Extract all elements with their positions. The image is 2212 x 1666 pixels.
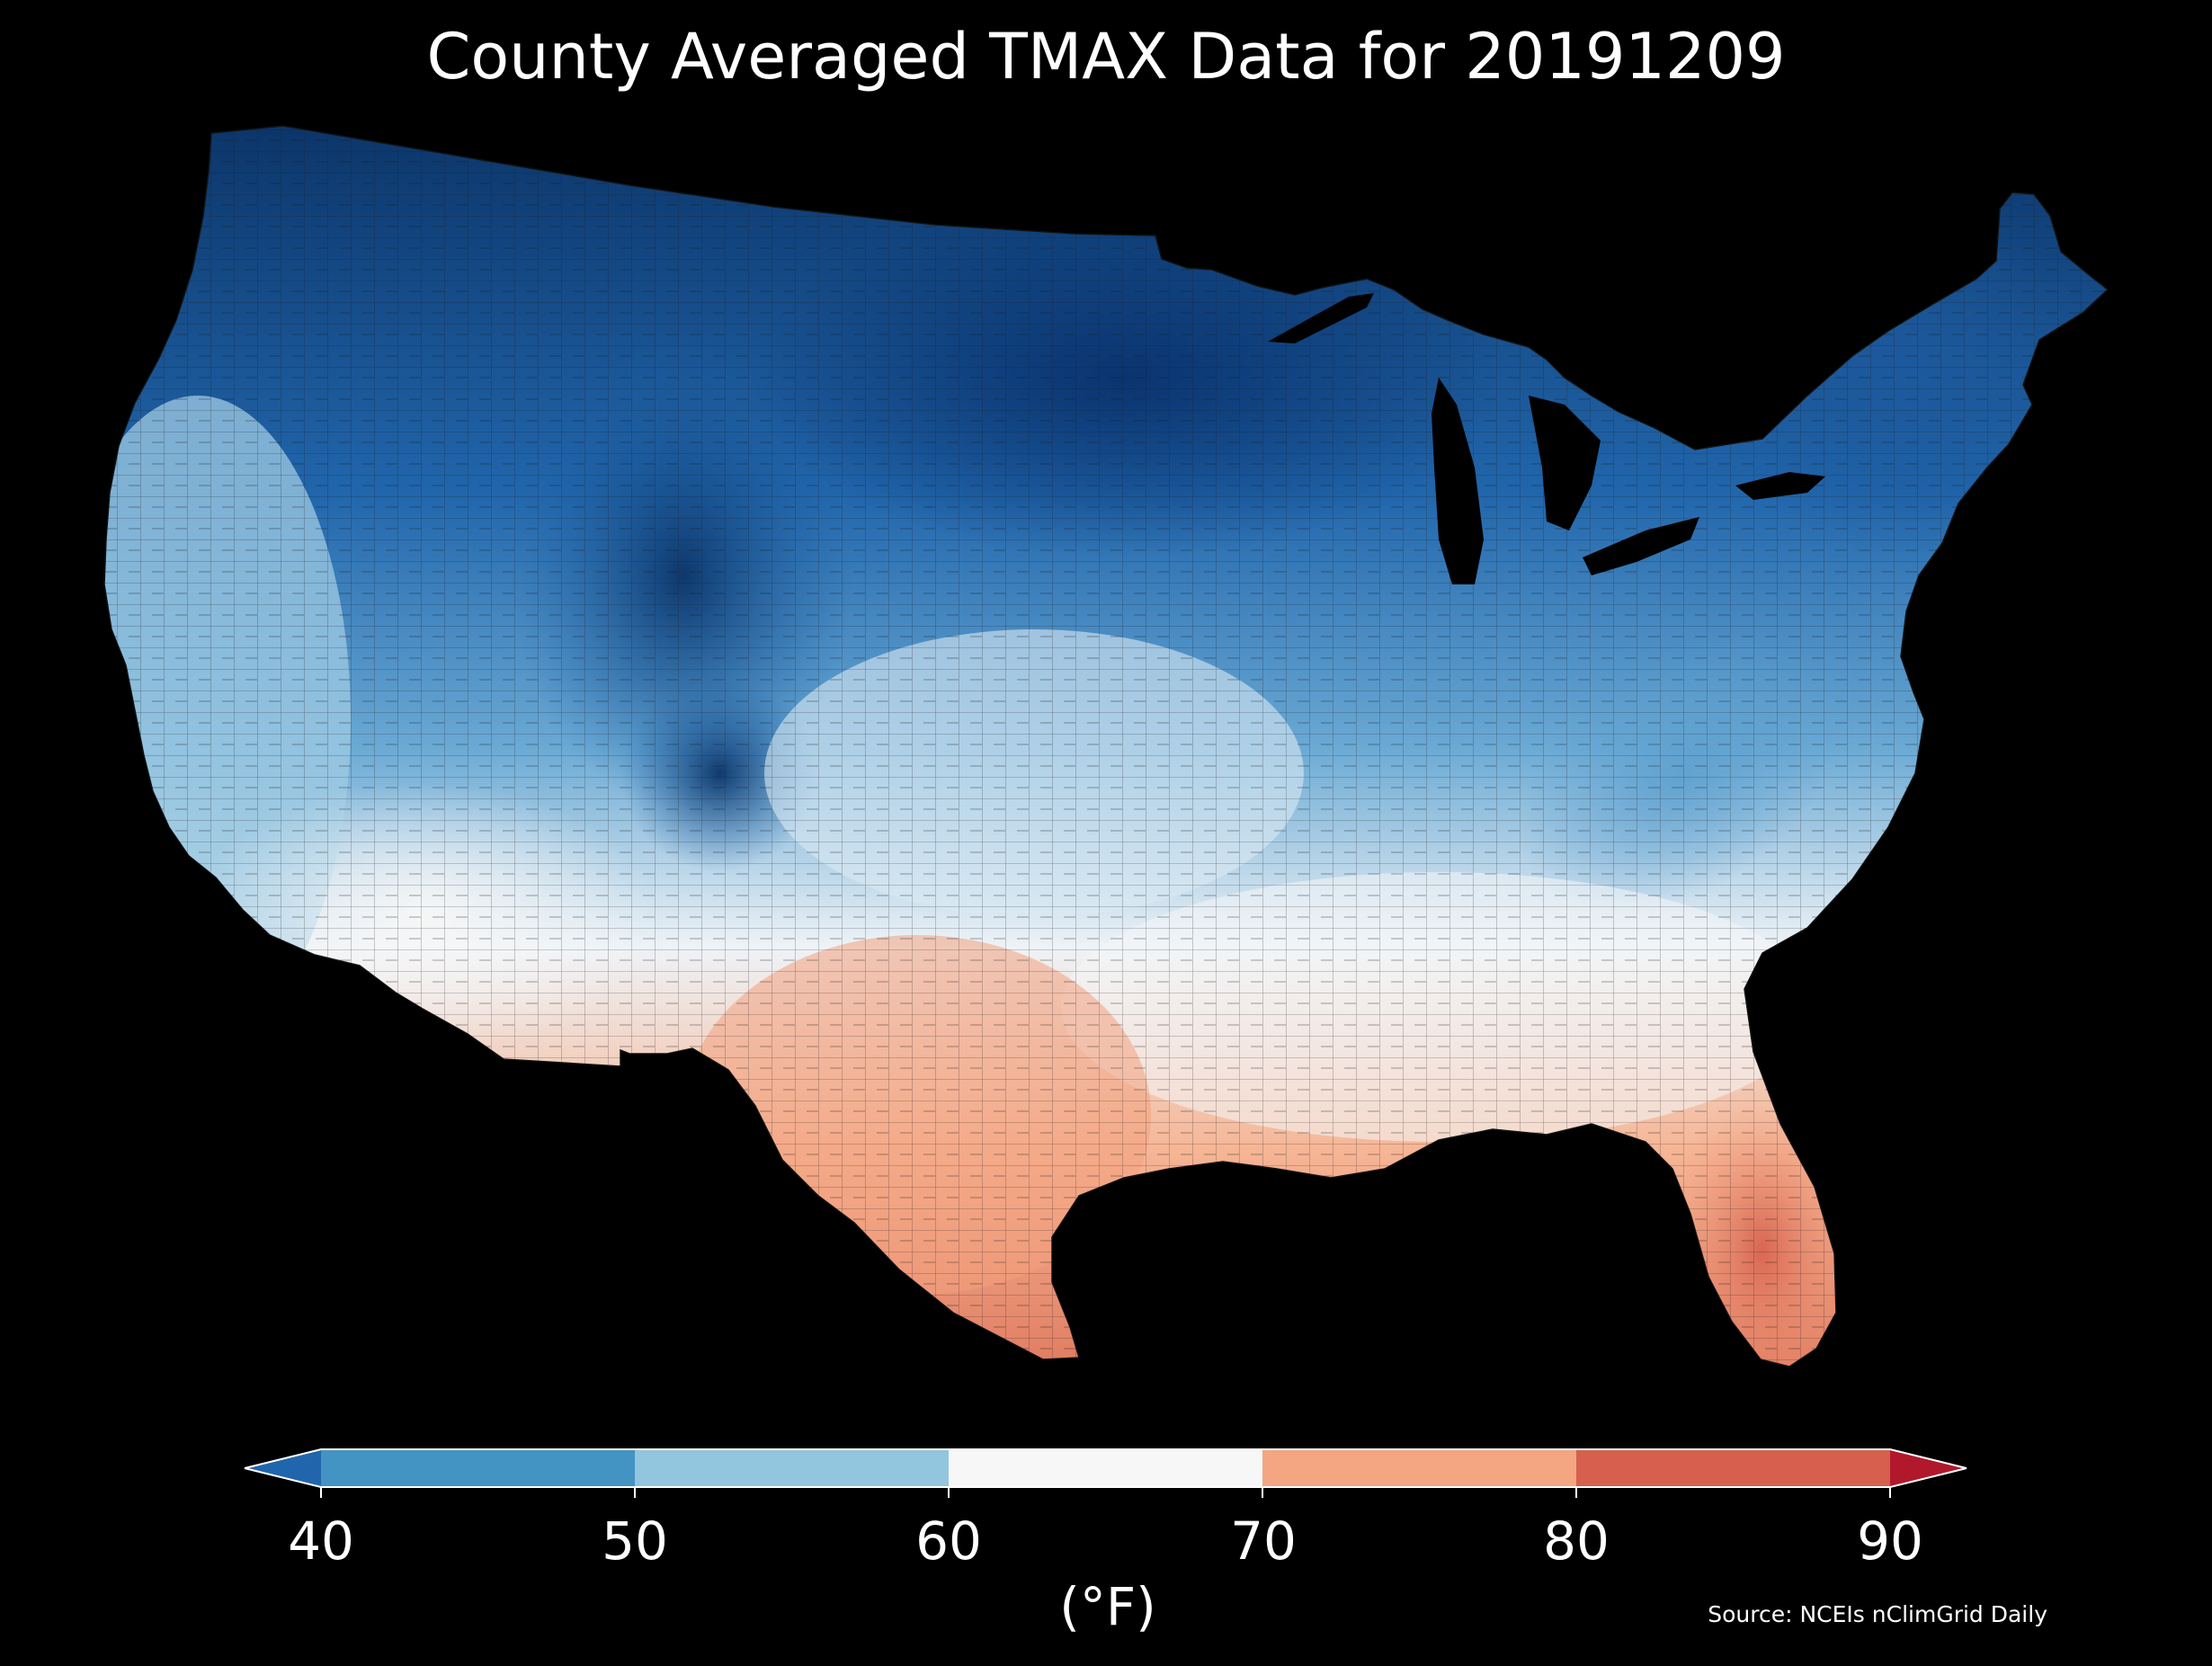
colorbar-extend-under xyxy=(245,1449,321,1487)
colorbar-units-label: (°F) xyxy=(1059,1576,1156,1637)
colorbar-bin-70-80 xyxy=(1262,1449,1576,1487)
colorbar-tick-label-80: 80 xyxy=(1543,1510,1610,1572)
source-attribution: Source: NCEIs nClimGrid Daily xyxy=(1708,1601,2047,1627)
colorbar-tick-label-90: 90 xyxy=(1857,1510,1923,1572)
colorbar-bin-50-60 xyxy=(635,1449,949,1487)
colorbar-bin-40-50 xyxy=(321,1449,635,1487)
colorbar-extend-over xyxy=(1890,1449,1967,1487)
colorbar-tick-label-60: 60 xyxy=(915,1510,982,1572)
lake-ontario xyxy=(1735,472,1825,500)
colorbar-tick-label-50: 50 xyxy=(602,1510,668,1572)
lake-huron xyxy=(1529,396,1601,530)
colorbar-bin-80-90 xyxy=(1576,1449,1890,1487)
colorbar-bin-60-70 xyxy=(949,1449,1262,1487)
colorbar-tick-label-40: 40 xyxy=(288,1510,354,1572)
map-title: County Averaged TMAX Data for 20191209 xyxy=(426,20,1786,94)
lake-superior xyxy=(1268,293,1374,343)
colorbar xyxy=(244,1448,1967,1498)
colorbar-tick-label-70: 70 xyxy=(1230,1510,1297,1572)
lake-michigan xyxy=(1432,378,1484,584)
lake-erie xyxy=(1583,517,1699,575)
